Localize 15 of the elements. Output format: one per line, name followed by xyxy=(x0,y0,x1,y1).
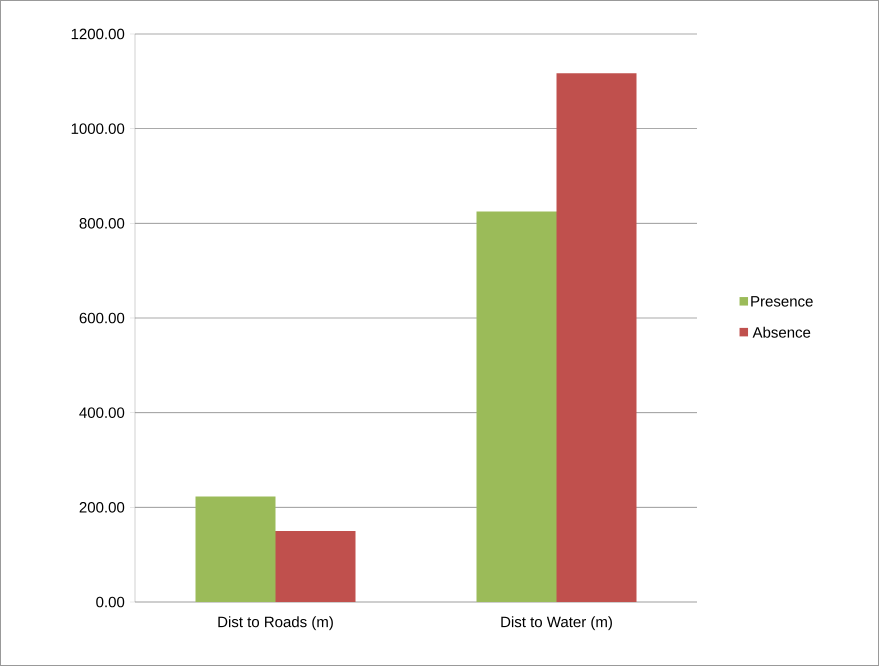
y-tick-label: 0.00 xyxy=(96,596,124,608)
y-tick-label: 600.00 xyxy=(80,312,124,324)
legend-label: Presence xyxy=(751,296,813,307)
y-tick-label: 800.00 xyxy=(80,218,124,229)
x-tick-label: Dist to Roads (m) xyxy=(218,616,333,630)
y-tick-label: 1000.00 xyxy=(72,123,124,134)
x-tick-label: Dist to Water (m) xyxy=(501,616,612,630)
bar xyxy=(196,496,276,602)
y-tick-label: 1200.00 xyxy=(72,28,124,40)
y-tick-label: 200.00 xyxy=(80,502,124,513)
y-tick-label: 400.00 xyxy=(79,407,124,418)
bar xyxy=(556,73,637,602)
legend-label: Absence xyxy=(752,326,810,338)
bar xyxy=(276,531,356,602)
bar xyxy=(476,211,557,602)
